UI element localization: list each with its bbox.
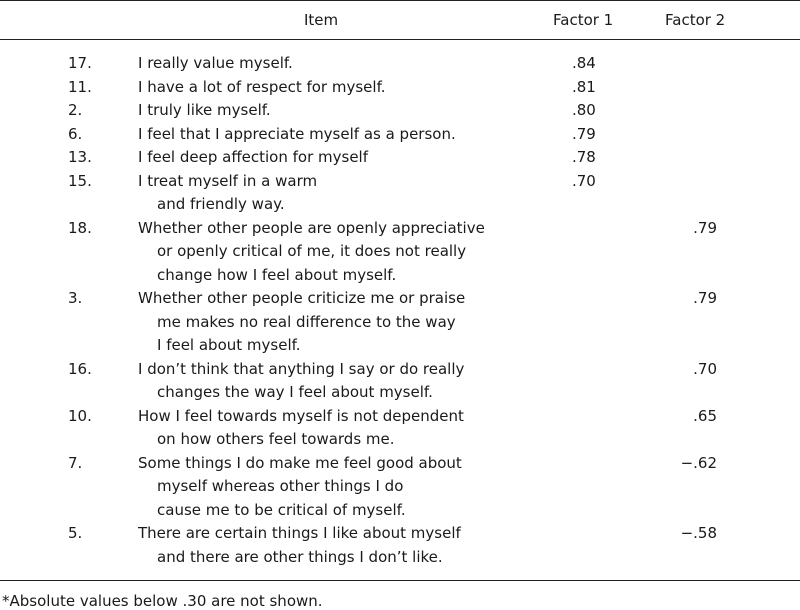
item-text-line: How I feel towards myself is not depende… (138, 406, 464, 425)
factor-1-loading: .81 (572, 77, 596, 96)
table-header: Item Factor 1 Factor 2 (0, 0, 800, 39)
item-text: I feel that I appreciate myself as a per… (138, 123, 538, 147)
header-item: Item (304, 11, 339, 29)
item-text: I have a lot of respect for myself. (138, 76, 538, 100)
table-row: 17. I really value myself. .84 (0, 52, 800, 76)
factor-2-loading: .70 (693, 359, 717, 378)
factor-1-loading: .80 (572, 101, 596, 119)
item-text-line: or openly critical of me, it does not re… (157, 242, 467, 260)
factor-2-loading: −.58 (680, 524, 717, 542)
table-row: 6. I feel that I appreciate myself as a p… (0, 123, 800, 147)
item-text: There are certain things I like about my… (138, 522, 538, 569)
item-number: 7. (68, 453, 83, 472)
item-text-line: I feel deep affection for myself (138, 148, 369, 166)
item-text-line: I have a lot of respect for myself. (138, 77, 386, 96)
item-text: I treat myself in a warm and friendly way… (138, 170, 538, 217)
table-row: 11. I have a lot of respect for myself. .8… (0, 76, 800, 100)
factor-1-loading: .79 (572, 124, 596, 143)
factor-1-loading: .78 (572, 148, 596, 166)
table-bottom-rule (0, 580, 800, 581)
item-text: Some things I do make me feel good about… (138, 452, 538, 523)
item-text: How I feel towards myself is not depende… (138, 405, 538, 452)
table-row: 2. I truly like myself. .80 (0, 99, 800, 123)
item-text-line: Some things I do make me feel good about (138, 453, 462, 472)
item-number: 15. (68, 171, 92, 190)
item-number: 18. (68, 218, 92, 237)
item-text-line: There are certain things I like about my… (138, 524, 461, 542)
table-row: 7. Some things I do make me feel good abo… (0, 452, 800, 523)
item-text-line: myself whereas other things I do (157, 477, 404, 495)
item-text-line: I treat myself in a warm (138, 171, 318, 190)
item-text-line: I feel that I appreciate myself as a per… (138, 124, 456, 143)
table-row: 18. Whether other people are openly appre… (0, 217, 800, 288)
table-row: 5. There are certain things I like about … (0, 522, 800, 569)
factor-2-loading: −.62 (680, 453, 717, 472)
item-number: 10. (68, 406, 92, 425)
factor-2-loading: .79 (693, 289, 717, 307)
item-text: I truly like myself. (138, 99, 538, 123)
item-number: 17. (68, 54, 92, 72)
item-text: I don’t think that anything I say or do … (138, 358, 538, 405)
table-row: 3. Whether other people criticize me or p… (0, 287, 800, 358)
item-text-line: change how I feel about myself. (157, 265, 397, 284)
factor-1-loading: .84 (572, 54, 596, 72)
item-text-line: Whether other people are openly apprecia… (138, 218, 485, 237)
header-factor-2: Factor 2 (665, 11, 726, 29)
factor-2-loading: .79 (693, 218, 717, 237)
item-text: Whether other people are openly apprecia… (138, 217, 538, 288)
item-number: 6. (68, 124, 83, 143)
item-number: 13. (68, 148, 92, 166)
item-text-line: cause me to be critical of myself. (157, 500, 406, 519)
factor-2-loading: .65 (693, 406, 717, 425)
table-row: 13. I feel deep affection for myself .78 (0, 146, 800, 170)
item-text-line: I really value myself. (138, 54, 293, 72)
item-text-line: changes the way I feel about myself. (157, 383, 433, 401)
item-text-line: and there are other things I don’t like. (157, 547, 443, 566)
table-footnote: *Absolute values below .30 are not shown… (2, 592, 323, 610)
item-text-line: I don’t think that anything I say or do … (138, 359, 465, 378)
header-factor-1: Factor 1 (553, 11, 614, 29)
item-text-line: me makes no real difference to the way (157, 312, 456, 331)
item-text: I really value myself. (138, 52, 538, 76)
factor-1-loading: .70 (572, 171, 596, 190)
table-top-rule (0, 0, 800, 1)
table-header-rule (0, 39, 800, 40)
item-number: 11. (68, 77, 92, 96)
item-text: Whether other people criticize me or pra… (138, 287, 538, 358)
item-number: 2. (68, 101, 83, 119)
item-text: I feel deep affection for myself (138, 146, 538, 170)
item-text-line: Whether other people criticize me or pra… (138, 289, 466, 307)
table-row: 15. I treat myself in a warm and friendly … (0, 170, 800, 217)
item-text-line: and friendly way. (157, 195, 285, 213)
table-row: 10. How I feel towards myself is not depe… (0, 405, 800, 452)
item-text-line: I truly like myself. (138, 101, 271, 119)
table-row: 16. I don’t think that anything I say or … (0, 358, 800, 405)
item-number: 16. (68, 359, 92, 378)
item-number: 5. (68, 524, 83, 542)
table-body: 17. I really value myself. .84 11. I have a … (0, 52, 800, 569)
item-text-line: I feel about myself. (157, 336, 301, 354)
item-number: 3. (68, 289, 83, 307)
item-text-line: on how others feel towards me. (157, 430, 395, 448)
